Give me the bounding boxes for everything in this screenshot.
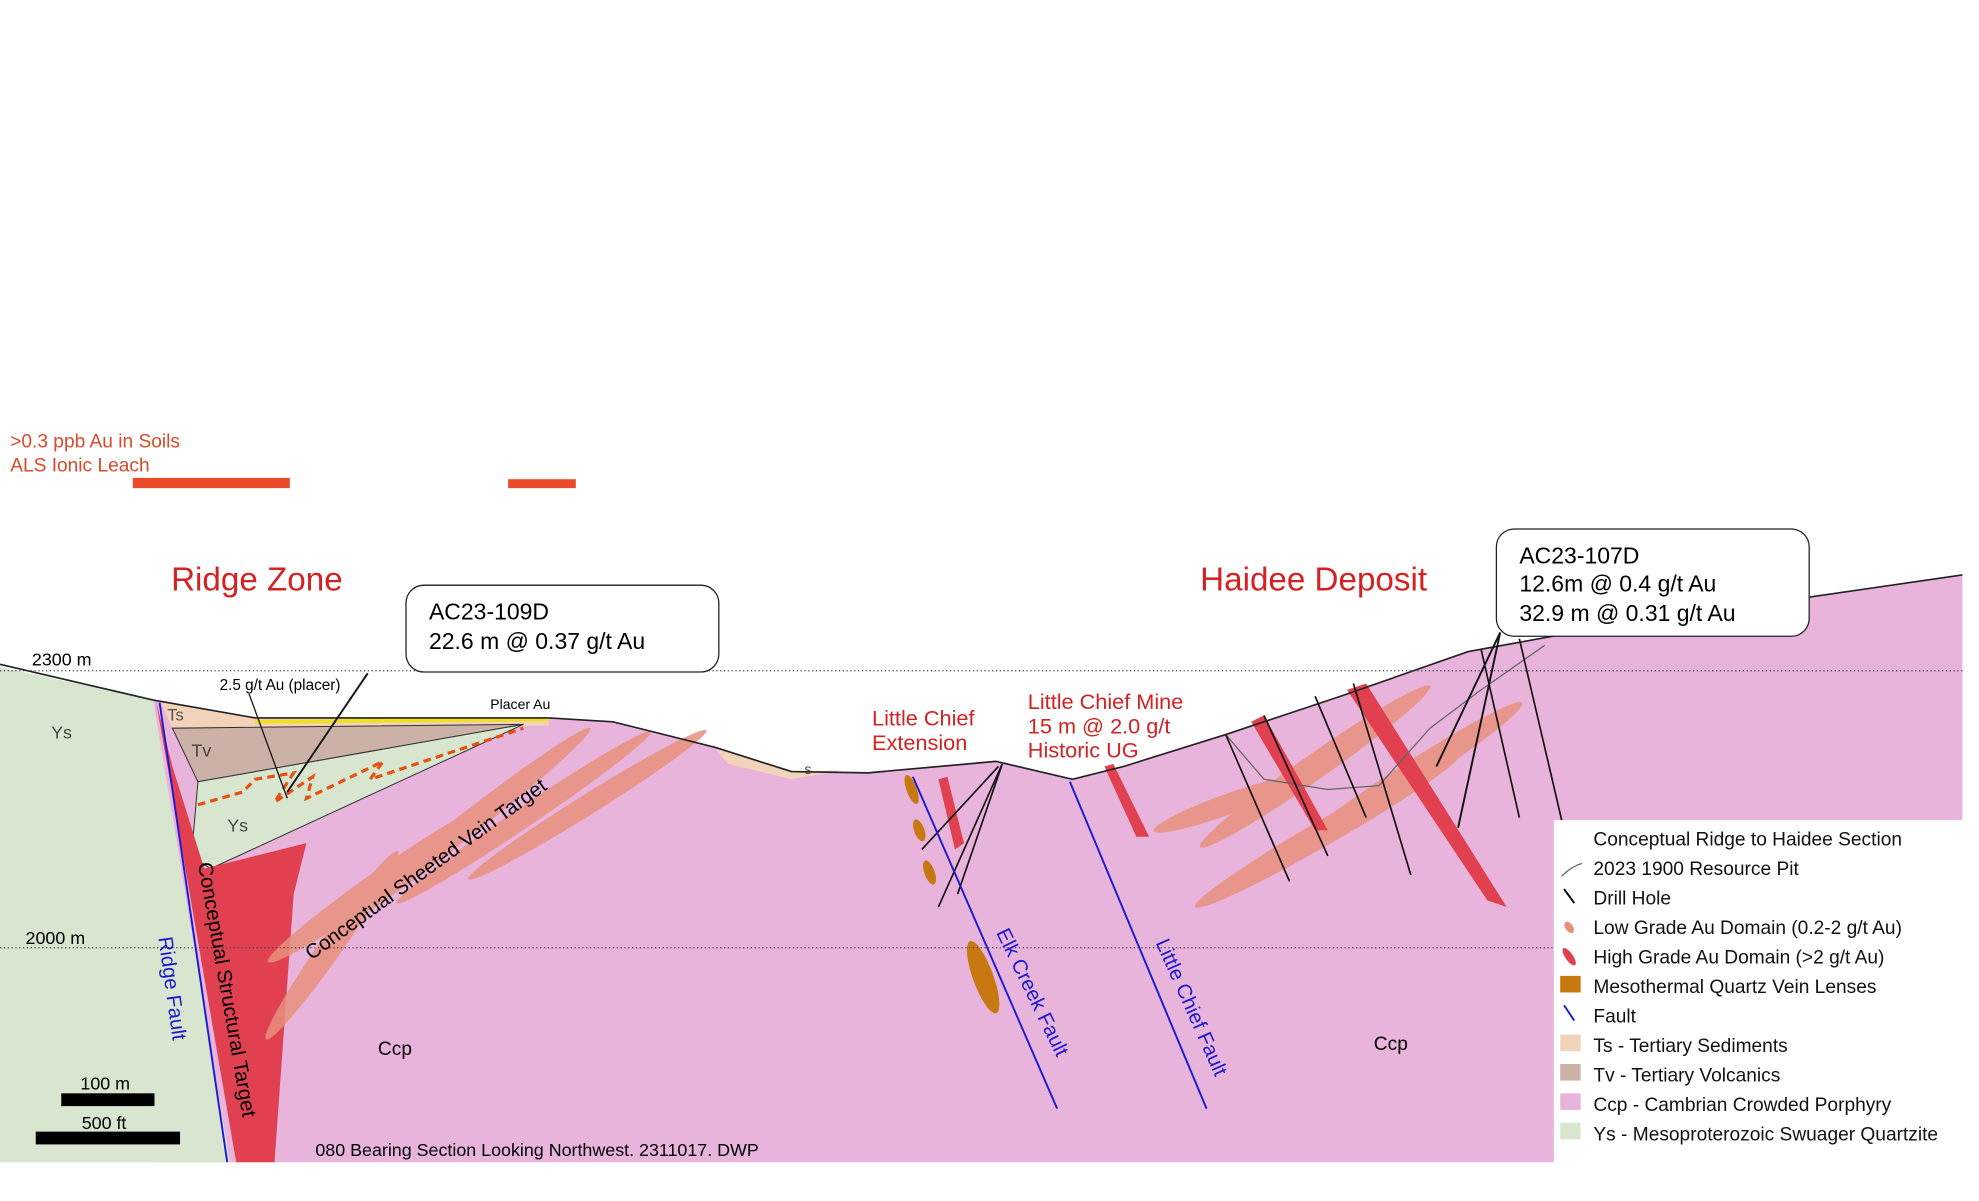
resource-pit — [1225, 644, 1546, 791]
callout-leader — [1435, 632, 1502, 767]
zone-title: Haidee Deposit — [1200, 561, 1427, 598]
callout-leader — [1457, 632, 1502, 828]
scale-bar — [35, 1131, 181, 1145]
legend-entry: Drill Hole — [1593, 889, 1671, 910]
quartz-vein-lenses — [904, 774, 1000, 1014]
soil-anomaly-bar — [508, 479, 576, 489]
legend-entry: Ts - Tertiary Sediments — [1593, 1036, 1787, 1057]
legend-entry: Ys - Mesoproterozoic Swuager Quartzite — [1593, 1125, 1938, 1146]
soil-label: >0.3 ppb Au in Soils — [10, 431, 180, 452]
annotation: Little Chief Mine — [1028, 689, 1184, 714]
zone-title: Ridge Zone — [171, 561, 343, 598]
soil-anomaly-bar — [132, 477, 290, 489]
topography — [0, 574, 1963, 781]
legend-entry: Low Grade Au Domain (0.2-2 g/t Au) — [1593, 918, 1902, 939]
annotation: Historic UG — [1028, 738, 1139, 763]
annotation: 15 m @ 2.0 g/t — [1028, 713, 1171, 738]
legend-entry: Conceptual Ridge to Haidee Section — [1593, 830, 1902, 851]
high-grade-domain — [155, 700, 307, 1163]
callout-intercept: 32.9 m @ 0.31 g/t Au — [1519, 600, 1735, 626]
callout-box — [405, 584, 720, 673]
soil-label: ALS Ionic Leach — [10, 456, 149, 477]
legend-symbols — [1560, 862, 1583, 1140]
callout-intercept: 12.6m @ 0.4 g/t Au — [1519, 571, 1716, 597]
unit-label: Ys — [51, 722, 72, 742]
unit-label: Tv — [192, 740, 212, 760]
annotation: 2.5 g/t Au (placer) — [220, 677, 341, 694]
ys-unit — [0, 666, 230, 1163]
annotation: Extension — [872, 730, 967, 755]
annotation: Little Chief — [872, 706, 975, 731]
callout-intercept: 22.6 m @ 0.37 g/t Au — [429, 628, 645, 654]
low-grade-domain — [265, 685, 1523, 1040]
callout-leader — [248, 693, 288, 799]
elevation-label: 2000 m — [26, 928, 86, 948]
faults — [158, 702, 1208, 1163]
callout-hole: AC23-107D — [1519, 542, 1639, 568]
legend-entry: High Grade Au Domain (>2 g/t Au) — [1593, 948, 1884, 969]
placer-layer — [255, 717, 550, 724]
legend-entry: Tv - Tertiary Volcanics — [1593, 1066, 1780, 1087]
unit-label: Ccp — [378, 1039, 412, 1060]
scale-label: 100 m — [80, 1074, 130, 1094]
unit-label: Ys — [227, 816, 248, 836]
legend: Conceptual Ridge to Haidee Section 2023 1… — [1593, 830, 1938, 1146]
footer: 080 Bearing Section Looking Northwest. 2… — [315, 1140, 758, 1160]
callout-leader — [286, 672, 369, 793]
scale-bar — [61, 1093, 155, 1107]
callout-box — [1495, 528, 1810, 637]
legend-entry: Fault — [1593, 1007, 1636, 1028]
target-outline — [197, 726, 524, 807]
unit-label: s — [804, 761, 811, 777]
legend-entry: Mesothermal Quartz Vein Lenses — [1593, 977, 1876, 998]
legend-entry: 2023 1900 Resource Pit — [1593, 859, 1799, 880]
scale-label: 500 ft — [82, 1113, 127, 1133]
annotation: Placer Au — [490, 696, 550, 712]
legend-entry: Ccp - Cambrian Crowded Porphyry — [1593, 1095, 1891, 1116]
unit-label: Ccp — [1374, 1034, 1408, 1055]
legend-box — [1553, 820, 1979, 1165]
unit-label: Ts — [167, 706, 184, 725]
drill-holes — [921, 638, 1565, 908]
high-grade-domain — [938, 683, 1507, 907]
elevation-label: 2300 m — [32, 650, 92, 670]
callout-hole: AC23-109D — [429, 599, 549, 625]
